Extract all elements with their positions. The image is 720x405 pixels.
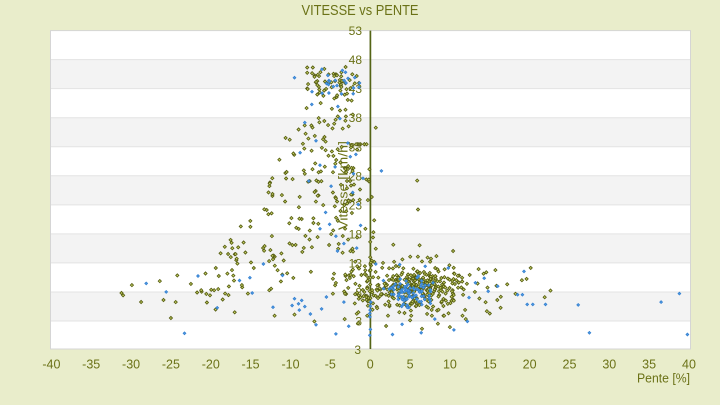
svg-text:23: 23 <box>349 198 363 212</box>
svg-text:20: 20 <box>523 358 537 372</box>
svg-text:28: 28 <box>349 169 363 183</box>
svg-text:38: 38 <box>349 111 363 125</box>
svg-text:-25: -25 <box>162 358 180 372</box>
svg-text:5: 5 <box>407 358 414 372</box>
svg-text:3: 3 <box>355 315 362 329</box>
svg-text:15: 15 <box>483 358 497 372</box>
svg-text:48: 48 <box>349 53 363 67</box>
svg-text:-5: -5 <box>325 358 336 372</box>
svg-text:30: 30 <box>602 358 616 372</box>
svg-text:35: 35 <box>642 358 656 372</box>
svg-text:Vitesse [km/h]: Vitesse [km/h] <box>337 141 351 230</box>
svg-text:10: 10 <box>443 358 457 372</box>
svg-text:3: 3 <box>354 343 361 357</box>
svg-text:-30: -30 <box>122 358 140 372</box>
svg-text:-40: -40 <box>42 358 60 372</box>
svg-text:-10: -10 <box>281 358 299 372</box>
svg-text:-35: -35 <box>82 358 100 372</box>
svg-text:-20: -20 <box>202 358 220 372</box>
svg-text:53: 53 <box>349 24 363 38</box>
svg-text:VITESSE vs PENTE: VITESSE vs PENTE <box>302 3 419 19</box>
svg-text:25: 25 <box>563 358 577 372</box>
svg-text:18: 18 <box>349 227 363 241</box>
svg-text:0: 0 <box>367 358 374 372</box>
svg-text:-15: -15 <box>242 358 260 372</box>
svg-text:Pente [%]: Pente [%] <box>637 371 690 386</box>
svg-text:40: 40 <box>682 358 696 372</box>
